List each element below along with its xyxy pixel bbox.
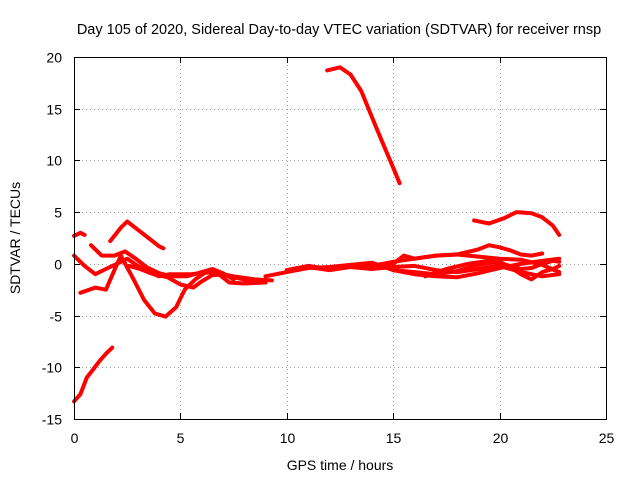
x-tick-label: 0 xyxy=(71,430,79,446)
chart-title: Day 105 of 2020, Sidereal Day-to-day VTE… xyxy=(77,22,601,38)
x-tick-label: 15 xyxy=(386,430,402,446)
y-tick-label: -10 xyxy=(42,360,62,376)
y-tick-label: 5 xyxy=(54,205,62,221)
y-tick-label: 20 xyxy=(46,50,62,66)
series-arc-15 xyxy=(472,210,562,237)
y-axis-label: SDTVAR / TECUs xyxy=(7,182,23,294)
series-arc-5 xyxy=(78,253,268,319)
axis-ticks xyxy=(74,57,607,420)
series-arc-14 xyxy=(325,65,402,186)
x-axis-label: GPS time / hours xyxy=(287,457,394,473)
x-tick-label: 10 xyxy=(280,430,296,446)
y-tick-label: 15 xyxy=(46,102,62,118)
y-tick-label: 10 xyxy=(46,153,62,169)
grid-lines xyxy=(74,57,606,419)
series-arc-2 xyxy=(72,230,87,238)
y-tick-labels: -15 -10 -5 0 5 10 15 20 xyxy=(42,50,62,428)
plot-frame xyxy=(74,57,607,420)
series-arc-11 xyxy=(348,243,545,269)
y-tick-label: -15 xyxy=(42,412,62,428)
x-tick-label: 5 xyxy=(177,430,185,446)
x-tick-labels: 0 5 10 15 20 25 xyxy=(71,430,615,446)
series-arc-1 xyxy=(72,345,115,404)
y-tick-label: -5 xyxy=(50,309,63,325)
x-tick-label: 25 xyxy=(599,430,615,446)
series-arc-7 xyxy=(127,263,268,290)
data-series xyxy=(72,65,562,404)
series-arc-13 xyxy=(423,258,562,279)
y-tick-label: 0 xyxy=(54,257,62,273)
x-tick-label: 20 xyxy=(493,430,509,446)
series-arc-3 xyxy=(108,219,166,251)
